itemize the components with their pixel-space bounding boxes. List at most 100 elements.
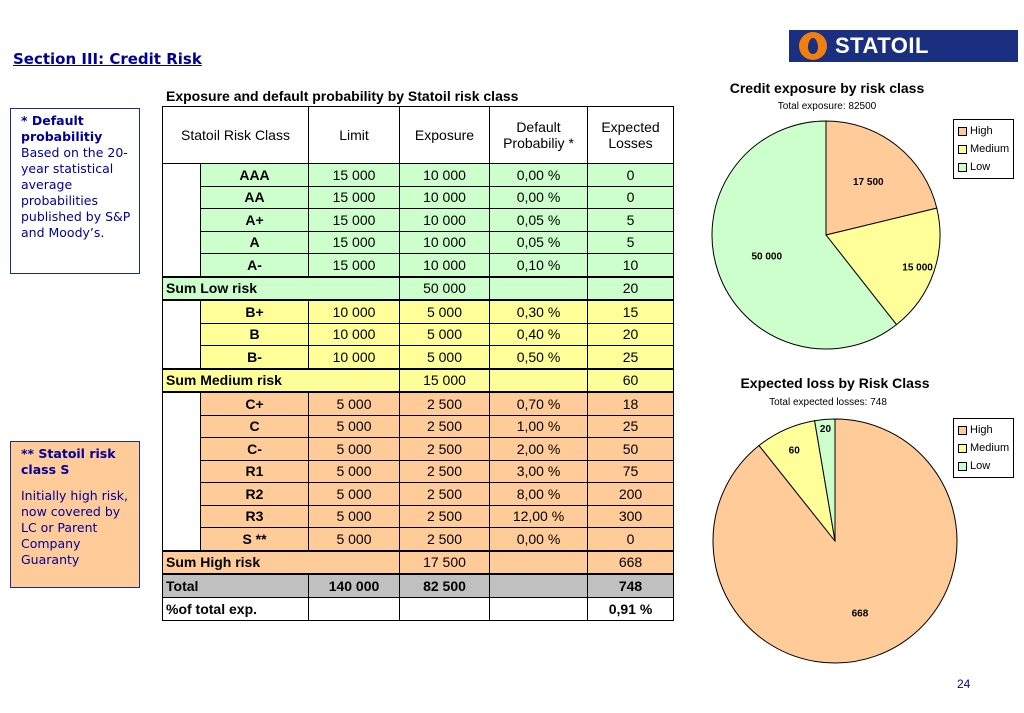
loss-cell: 0: [587, 527, 674, 551]
default-cell: 0,00 %: [489, 163, 588, 187]
loss-cell: 5: [587, 230, 674, 254]
risk-class-cell: B+: [200, 299, 309, 324]
page-number: 24: [957, 677, 971, 691]
sum-high-row: Sum High risk 17 500 668: [162, 549, 674, 575]
sum-default: [489, 367, 588, 393]
risk-class-cell: C+: [200, 391, 309, 416]
risk-class-cell: A: [200, 230, 309, 254]
note-body: Based on the 20-year statistical average…: [21, 145, 131, 240]
table-row: R1 5 000 2 500 3,00 % 75: [163, 459, 674, 483]
exposure-cell: 2 500: [399, 391, 490, 416]
exposure-cell: 5 000: [399, 299, 490, 324]
default-cell: 0,40 %: [489, 322, 588, 346]
header-default-probability: Default Probabiliy *: [489, 106, 588, 164]
loss-cell: 75: [587, 459, 674, 483]
risk-class-cell: R2: [200, 482, 309, 506]
sum-loss: 668: [587, 549, 674, 575]
header-limit: Limit: [308, 106, 400, 164]
sum-loss: 20: [587, 275, 674, 301]
limit-cell: 15 000: [308, 163, 400, 187]
sum-default: [489, 275, 588, 301]
total-default: [489, 573, 588, 598]
risk-class-cell: R3: [200, 504, 309, 528]
exposure-cell: 10 000: [399, 208, 490, 232]
loss-cell: 5: [587, 208, 674, 232]
sum-exposure: 15 000: [399, 367, 490, 393]
sum-exposure: 17 500: [399, 549, 490, 575]
table-row: B- 10 000 5 000 0,50 % 25: [163, 345, 674, 369]
sum-loss: 60: [587, 367, 674, 393]
limit-cell: 5 000: [308, 504, 400, 528]
exposure-cell: 5 000: [399, 345, 490, 369]
limit-cell: 15 000: [308, 185, 400, 209]
limit-cell: 10 000: [308, 299, 400, 324]
legend-item-high: High: [958, 122, 1009, 140]
pie-slice-low: [711, 120, 898, 350]
table-row: AAA 15 000 10 000 0,00 % 0: [162, 163, 674, 277]
exposure-cell: 2 500: [399, 414, 490, 438]
limit-cell: 15 000: [308, 230, 400, 254]
loss-cell: 200: [587, 482, 674, 506]
loss-pie-chart: 668 60 20: [712, 418, 958, 664]
header-risk-class: Statoil Risk Class: [162, 106, 309, 164]
group-indent: [162, 163, 201, 277]
table-row: C- 5 000 2 500 2,00 % 50: [163, 437, 674, 461]
risk-class-cell: A+: [200, 208, 309, 232]
risk-class-cell: AA: [200, 185, 309, 209]
header-expected-losses: Expected Losses: [587, 106, 674, 164]
limit-cell: 10 000: [308, 345, 400, 369]
risk-class-cell: B: [200, 322, 309, 346]
limit-cell: 5 000: [308, 414, 400, 438]
legend-item-high: High: [958, 421, 1009, 439]
default-cell: 3,00 %: [489, 459, 588, 483]
exposure-cell: 10 000: [399, 185, 490, 209]
chart2-legend: High Medium Low: [953, 418, 1015, 478]
legend-item-medium: Medium: [958, 439, 1009, 457]
loss-cell: 18: [587, 391, 674, 416]
table-row: AA 15 000 10 000 0,00 % 0: [163, 185, 674, 209]
risk-class-cell: B-: [200, 345, 309, 369]
loss-cell: 0: [587, 185, 674, 209]
default-cell: 0,30 %: [489, 299, 588, 324]
chart2-title: Expected loss by Risk Class: [740, 375, 930, 391]
logo-text: STATOIL: [835, 33, 929, 58]
header-exposure: Exposure: [399, 106, 490, 164]
default-cell: 1,00 %: [489, 414, 588, 438]
statoil-logo: STATOIL: [789, 30, 1018, 62]
total-exposure: 82 500: [399, 573, 490, 598]
loss-cell: 50: [587, 437, 674, 461]
percent-row: %of total exp. 0,91 %: [162, 597, 674, 621]
loss-cell: 300: [587, 504, 674, 528]
sum-exposure: 50 000: [399, 275, 490, 301]
sum-label: Sum High risk: [162, 549, 400, 575]
pie-slice-medium: [825, 207, 941, 326]
default-cell: 8,00 %: [489, 482, 588, 506]
risk-class-cell: C: [200, 414, 309, 438]
pie-slice-low: [814, 418, 836, 542]
note-body: Initially high risk, now covered by LC o…: [21, 488, 128, 567]
default-cell: 0,00 %: [489, 527, 588, 551]
chart2-subtitle: Total expected losses: 748: [769, 397, 887, 408]
exposure-cell: 2 500: [399, 482, 490, 506]
table-row: B+ 10 000 5 000 0,30 % 15: [162, 299, 674, 369]
legend-item-low: Low: [958, 158, 1009, 176]
risk-class-cell: AAA: [200, 163, 309, 187]
group-indent: [162, 300, 201, 369]
limit-cell: 5 000: [308, 391, 400, 416]
legend-item-low: Low: [958, 457, 1009, 475]
note-heading: ** Statoil risk class S: [21, 446, 116, 477]
default-probability-note: * Default probabilitiy Based on the 20-y…: [10, 108, 140, 274]
risk-class-cell: A-: [200, 253, 309, 277]
limit-cell: 5 000: [308, 437, 400, 461]
limit-cell: 15 000: [308, 253, 400, 277]
exposure-cell: 2 500: [399, 504, 490, 528]
table-row: B 10 000 5 000 0,40 % 20: [163, 322, 674, 346]
pie-slice-high: [825, 120, 938, 236]
percent-exposure: [399, 597, 490, 621]
exposure-cell: 2 500: [399, 437, 490, 461]
limit-cell: 10 000: [308, 322, 400, 346]
note-heading: * Default probabilitiy: [21, 113, 103, 144]
total-label: Total: [162, 573, 309, 598]
limit-cell: 5 000: [308, 459, 400, 483]
